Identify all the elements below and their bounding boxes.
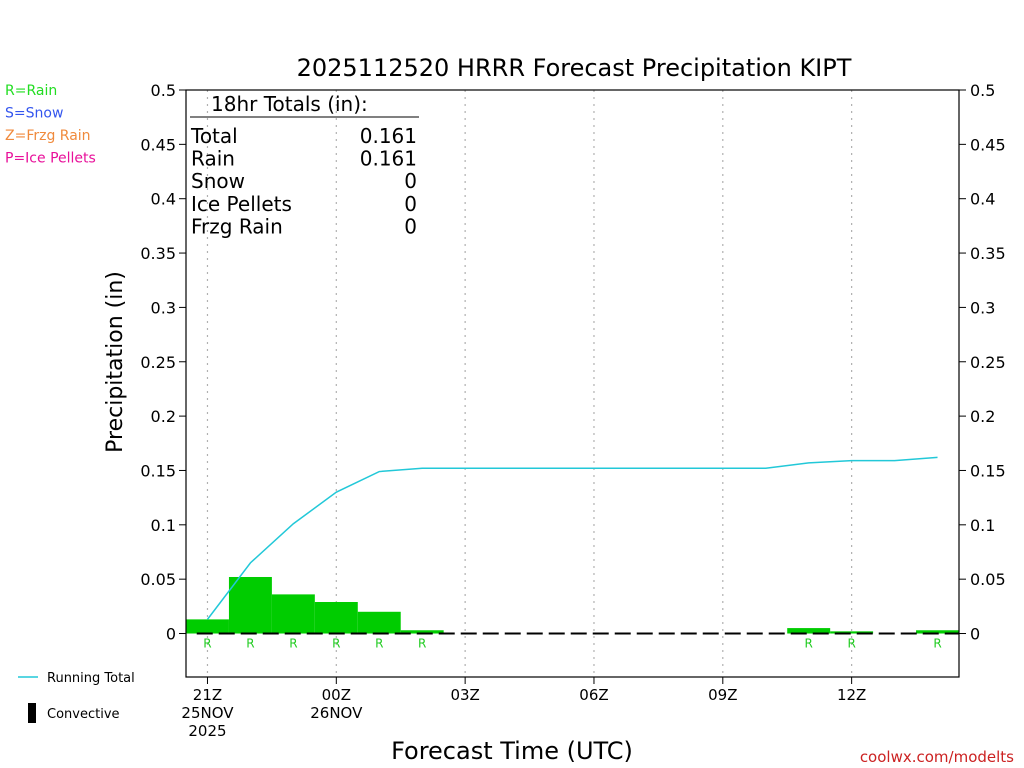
totals-row-value: 0 <box>404 192 417 216</box>
convective-legend-swatch <box>28 703 36 723</box>
precip-bar <box>186 619 229 634</box>
x-tick-label: 09Z <box>708 686 737 704</box>
totals-row-label: Rain <box>191 147 235 171</box>
y-tick-label-left: 0.35 <box>140 244 176 263</box>
totals-row-label: Ice Pellets <box>191 192 292 216</box>
y-tick-label-left: 0 <box>166 625 176 644</box>
y-tick-label-right: 0.45 <box>970 135 1006 154</box>
y-tick-label-right: 0.4 <box>970 190 995 209</box>
ptype-label: R <box>805 637 813 651</box>
x-tick-label: 03Z <box>450 686 479 704</box>
totals-row-label: Frzg Rain <box>191 214 283 238</box>
totals-row-label: Total <box>190 124 238 148</box>
x-tick-label: 12Z <box>837 686 866 704</box>
precip-bar <box>916 630 959 634</box>
ptype-legend-item: Z=Frzg Rain <box>5 128 91 144</box>
y-axis-label: Precipitation (in) <box>103 271 128 453</box>
precip-bar <box>830 631 874 634</box>
totals-heading: 18hr Totals (in): <box>211 92 368 116</box>
ptype-label: R <box>375 637 383 651</box>
precip-type-legend: R=Rain S=Snow Z=Frzg Rain P=Ice Pellets <box>5 83 96 167</box>
x-tick-label: 21Z <box>193 686 222 704</box>
precip-bar <box>271 594 315 634</box>
x-axis-label: Forecast Time (UTC) <box>391 737 633 765</box>
precip-bar <box>228 576 272 634</box>
credit-text: coolwx.com/modelts <box>860 748 1014 766</box>
y-tick-label-right: 0.5 <box>970 81 995 100</box>
ptype-label: R <box>847 637 855 651</box>
chart-title: 2025112520 HRRR Forecast Precipitation K… <box>297 54 852 82</box>
x-tick-label: 06Z <box>579 686 608 704</box>
precip-bar <box>400 630 444 634</box>
plot-area: R R R R R R R R R0 00.05 0.050.1 0.10.15 0.150.2 0.20… <box>140 81 1005 740</box>
x-tick-label: 26NOV <box>310 704 363 722</box>
precip-bar <box>787 628 831 634</box>
precip-bar <box>314 601 358 634</box>
y-tick-label-right: 0.1 <box>970 516 995 535</box>
totals-row-value: 0.161 <box>360 147 417 171</box>
y-tick-label-left: 0.45 <box>140 135 176 154</box>
convective-legend-label: Convective <box>47 707 120 722</box>
y-tick-label-left: 0.2 <box>151 407 176 426</box>
y-tick-label-left: 0.25 <box>140 353 176 372</box>
ptype-legend-item: P=Ice Pellets <box>5 151 96 167</box>
plot-frame <box>185 89 960 678</box>
totals-row-value: 0 <box>404 169 417 193</box>
ptype-label: R <box>933 637 941 651</box>
totals-row-label: Snow <box>191 169 245 193</box>
ptype-label: R <box>289 637 297 651</box>
x-tick-label: 2025 <box>188 722 226 740</box>
y-tick-label-left: 0.3 <box>151 298 176 317</box>
y-tick-label-right: 0.35 <box>970 244 1006 263</box>
y-tick-label-left: 0.5 <box>151 81 176 100</box>
y-tick-label-right: 0.25 <box>970 353 1006 372</box>
convective-legend: Convective <box>28 703 120 723</box>
ptype-label: R <box>246 637 254 651</box>
running-total-line <box>206 456 938 620</box>
y-tick-label-right: 0.2 <box>970 407 995 426</box>
y-tick-label-right: 0.3 <box>970 298 995 317</box>
totals-row-value: 0.161 <box>360 124 417 148</box>
running-total-legend: Running Total <box>18 671 135 686</box>
x-tick-label: 25NOV <box>181 704 234 722</box>
totals-row-value: 0 <box>404 214 417 238</box>
ptype-label: R <box>203 637 211 651</box>
y-tick-label-right: 0 <box>970 625 980 644</box>
ptype-label: R <box>418 637 426 651</box>
ptype-legend-item: R=Rain <box>5 83 57 99</box>
y-tick-label-left: 0.1 <box>151 516 176 535</box>
x-tick-label: 00Z <box>322 686 351 704</box>
ptype-legend-item: S=Snow <box>5 106 63 122</box>
y-tick-label-left: 0.4 <box>151 190 176 209</box>
y-tick-label-right: 0.05 <box>970 570 1006 589</box>
y-tick-label-left: 0.05 <box>140 570 176 589</box>
y-tick-label-right: 0.15 <box>970 461 1006 480</box>
precip-bar <box>357 611 401 634</box>
y-tick-label-left: 0.15 <box>140 461 176 480</box>
running-total-legend-label: Running Total <box>47 671 135 686</box>
ptype-label: R <box>332 637 340 651</box>
